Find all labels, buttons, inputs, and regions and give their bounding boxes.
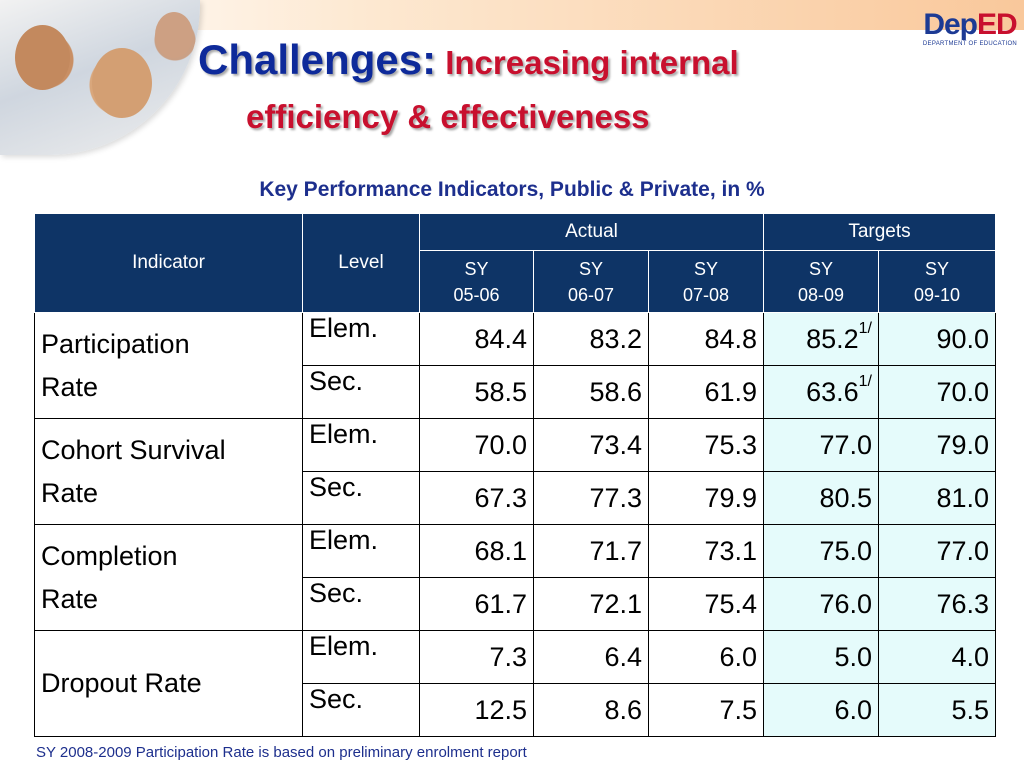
target-cell: 76.0 — [763, 577, 879, 631]
header-year: SY 05-06 — [419, 250, 534, 313]
kpi-table: Indicator Level Actual Targets SY 05-06 S… — [34, 213, 996, 737]
value-cell: 68.1 — [419, 524, 534, 578]
value-cell: 61.7 — [419, 577, 534, 631]
table-row: Sec. 67.3 77.3 79.9 80.5 81.0 — [35, 471, 996, 525]
target-cell: 63.61/ — [763, 365, 879, 419]
value-cell: 6.4 — [533, 630, 649, 684]
table-row: Participation Rate Elem. 84.4 83.2 84.8 8… — [34, 312, 996, 419]
value-cell: 61.9 — [648, 365, 764, 419]
logo-subtitle: DEPARTMENT OF EDUCATION — [922, 41, 1018, 47]
target-cell: 6.0 — [763, 683, 879, 737]
value-cell: 75.4 — [648, 577, 764, 631]
target-cell: 85.21/ — [763, 312, 879, 366]
indicator-cell: Cohort Survival Rate — [34, 418, 303, 525]
target-cell: 4.0 — [878, 630, 996, 684]
children-photo — [0, 0, 200, 155]
value-cell: 73.4 — [533, 418, 649, 472]
value-cell: 12.5 — [419, 683, 534, 737]
value-cell: 75.3 — [648, 418, 764, 472]
value-cell: 7.5 — [648, 683, 764, 737]
footnote: SY 2008-2009 Participation Rate is based… — [36, 744, 527, 761]
target-cell: 70.0 — [878, 365, 996, 419]
page-title-line2: efficiency & effectiveness — [246, 98, 650, 135]
level-cell: Elem. — [302, 524, 420, 578]
target-cell: 77.0 — [878, 524, 996, 578]
table-row: Cohort Survival Rate Elem. 70.0 73.4 75.3… — [34, 418, 996, 525]
value-cell: 58.5 — [419, 365, 534, 419]
target-cell: 75.0 — [763, 524, 879, 578]
target-cell: 77.0 — [763, 418, 879, 472]
value-cell: 71.7 — [533, 524, 649, 578]
target-cell: 81.0 — [878, 471, 996, 525]
value-cell: 6.0 — [648, 630, 764, 684]
value-cell: 84.8 — [648, 312, 764, 366]
level-cell: Sec. — [302, 577, 420, 631]
target-cell: 76.3 — [878, 577, 996, 631]
target-cell: 79.0 — [878, 418, 996, 472]
indicator-cell: Completion Rate — [34, 524, 303, 631]
table-row: Sec. 12.5 8.6 7.5 6.0 5.5 — [35, 683, 996, 737]
title-rest: Increasing internal — [436, 44, 739, 81]
level-cell: Sec. — [302, 471, 420, 525]
value-cell: 7.3 — [419, 630, 534, 684]
level-cell: Elem. — [302, 418, 420, 472]
target-cell: 90.0 — [878, 312, 996, 366]
level-cell: Elem. — [302, 630, 420, 684]
value-cell: 73.1 — [648, 524, 764, 578]
value-cell: 84.4 — [419, 312, 534, 366]
value-cell: 67.3 — [419, 471, 534, 525]
level-cell: Sec. — [302, 365, 420, 419]
value-cell: 72.1 — [533, 577, 649, 631]
value-cell: 79.9 — [648, 471, 764, 525]
deped-logo: DepED DEPARTMENT OF EDUCATION — [920, 10, 1020, 50]
header-actual: Actual — [419, 213, 764, 251]
value-cell: 70.0 — [419, 418, 534, 472]
footnote-marker: 1/ — [858, 319, 872, 337]
header-year: SY 09-10 — [878, 250, 996, 313]
page-title: Challenges: Increasing internal — [198, 36, 739, 84]
header-targets: Targets — [763, 213, 996, 251]
child-face — [155, 12, 193, 58]
value-cell: 58.6 — [533, 365, 649, 419]
value-cell: 77.3 — [533, 471, 649, 525]
header-year: SY 06-07 — [533, 250, 649, 313]
level-cell: Elem. — [302, 312, 420, 366]
child-face — [92, 48, 152, 118]
table-caption: Key Performance Indicators, Public & Pri… — [259, 178, 765, 201]
indicator-cell: Participation Rate — [34, 312, 303, 419]
header-indicator: Indicator — [34, 213, 303, 313]
indicator-cell: Dropout Rate — [34, 630, 303, 737]
child-face — [15, 25, 70, 90]
target-cell: 5.0 — [763, 630, 879, 684]
table-row: Sec. 58.5 58.6 61.9 63.61/ 70.0 — [35, 365, 996, 419]
footnote-marker: 1/ — [858, 372, 872, 390]
header-year: SY 08-09 — [763, 250, 879, 313]
level-cell: Sec. — [302, 683, 420, 737]
header-level: Level — [302, 213, 420, 313]
target-cell: 5.5 — [878, 683, 996, 737]
value-cell: 83.2 — [533, 312, 649, 366]
table-row: Completion Rate Elem. 68.1 71.7 73.1 75.0… — [34, 524, 996, 631]
title-main: Challenges: — [198, 36, 437, 83]
header-year: SY 07-08 — [648, 250, 764, 313]
value-cell: 8.6 — [533, 683, 649, 737]
target-cell: 80.5 — [763, 471, 879, 525]
table-row: Dropout Rate Elem. 7.3 6.4 6.0 5.0 4.0 — [34, 630, 996, 737]
